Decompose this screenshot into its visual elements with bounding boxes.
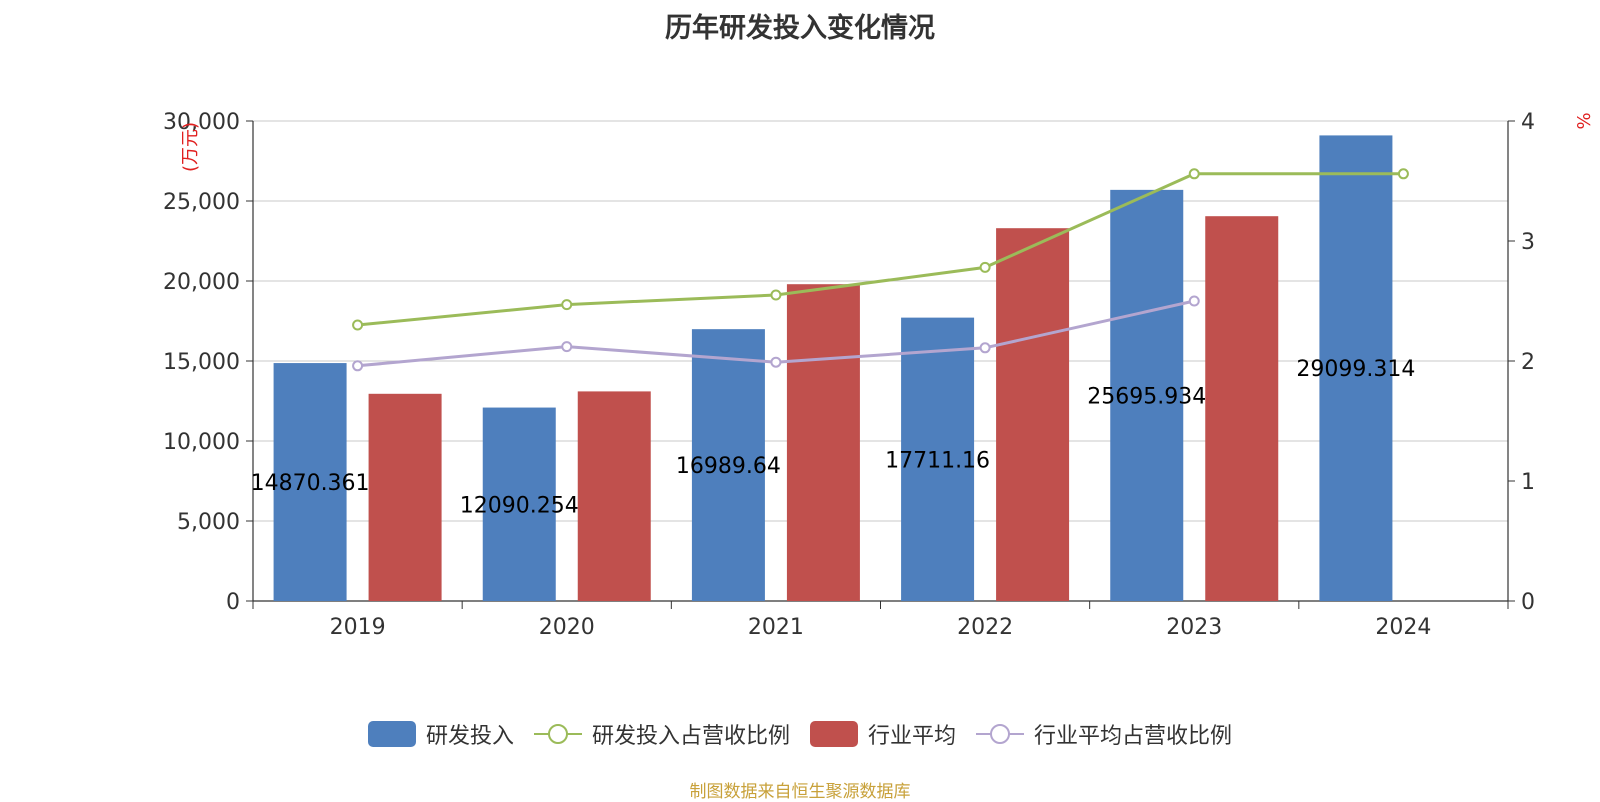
y-right-tick-label: 4	[1521, 110, 1535, 135]
legend-item-industry-average[interactable]: 行业平均	[810, 718, 956, 750]
x-tick-label: 2019	[330, 615, 386, 640]
legend-swatch-rd-ratio	[533, 724, 582, 744]
data-label: 12090.254	[460, 493, 579, 518]
y-right-tick-label: 3	[1521, 230, 1535, 255]
point-研发投入占营收比例	[1188, 168, 1200, 180]
y-left-tick-label: 30,000	[163, 110, 240, 135]
data-label: 29099.314	[1296, 357, 1415, 382]
x-tick-label: 2022	[957, 615, 1013, 640]
legend-swatch-industry-ratio	[976, 724, 1025, 744]
point-研发投入占营收比例	[1397, 168, 1409, 180]
data-label: 16989.64	[676, 454, 781, 479]
point-行业平均占营收比例	[1188, 295, 1200, 307]
bar-研发投入-2023	[1110, 189, 1184, 601]
legend-swatch-industry-average	[810, 721, 858, 747]
bar-研发投入-2021	[691, 329, 765, 601]
point-行业平均占营收比例	[561, 341, 573, 353]
chart-title: 历年研发投入变化情况	[665, 13, 935, 44]
legend-item-rd-ratio[interactable]: 研发投入占营收比例	[533, 718, 790, 750]
bar-行业平均-2023	[1205, 216, 1279, 601]
point-行业平均占营收比例	[770, 356, 782, 368]
bar-研发投入-2024	[1319, 135, 1393, 601]
y-left-tick-label: 10,000	[163, 430, 240, 455]
bar-行业平均-2021	[786, 284, 860, 601]
legend-label-rd-investment: 研发投入	[425, 724, 514, 749]
y-right-tick-label: 0	[1521, 590, 1535, 615]
bar-行业平均-2022	[996, 228, 1070, 601]
bar-研发投入-2020	[482, 407, 556, 601]
line-研发投入占营收比例	[357, 172, 1404, 327]
legend-label-rd-ratio: 研发投入占营收比例	[591, 724, 790, 749]
point-研发投入占营收比例	[561, 299, 573, 311]
x-tick-label: 2023	[1166, 615, 1222, 640]
data-label: 14870.361	[251, 471, 370, 496]
y-left-tick-label: 0	[226, 590, 240, 615]
data-label: 25695.934	[1087, 384, 1206, 409]
x-tick-label: 2020	[539, 615, 595, 640]
point-研发投入占营收比例	[770, 289, 782, 301]
y-right-tick-label: 1	[1521, 470, 1535, 495]
point-行业平均占营收比例	[352, 360, 364, 372]
y-left-tick-label: 5,000	[177, 510, 240, 535]
legend-item-industry-ratio[interactable]: 行业平均占营收比例	[976, 718, 1232, 750]
point-研发投入占营收比例	[352, 319, 364, 331]
bar-研发投入-2019	[273, 363, 347, 601]
y-left-tick-label: 20,000	[163, 270, 240, 295]
legend-item-rd-investment[interactable]: 研发投入	[367, 718, 514, 750]
x-tick-label: 2021	[748, 615, 804, 640]
bar-行业平均-2019	[368, 393, 442, 601]
data-source-note: 制图数据来自恒生聚源数据库	[689, 782, 911, 802]
y-right-axis-label: %	[1574, 112, 1595, 129]
legend-swatch-rd-investment	[367, 721, 416, 747]
y-left-tick-label: 15,000	[163, 350, 240, 375]
legend: 研发投入 研发投入占营收比例 行业平均 行业平均占营收比例	[0, 718, 1600, 750]
point-研发投入占营收比例	[979, 261, 991, 273]
x-tick-label: 2024	[1375, 615, 1431, 640]
legend-label-industry-ratio: 行业平均占营收比例	[1034, 724, 1233, 749]
bar-研发投入-2022	[901, 317, 975, 601]
data-label: 17711.16	[885, 448, 990, 473]
y-right-tick-label: 2	[1521, 350, 1535, 375]
y-left-tick-label: 25,000	[163, 190, 240, 215]
legend-label-industry-average: 行业平均	[868, 724, 957, 749]
y-left-axis-label: (万元)	[180, 122, 201, 172]
point-行业平均占营收比例	[979, 342, 991, 354]
bar-行业平均-2020	[577, 391, 651, 601]
